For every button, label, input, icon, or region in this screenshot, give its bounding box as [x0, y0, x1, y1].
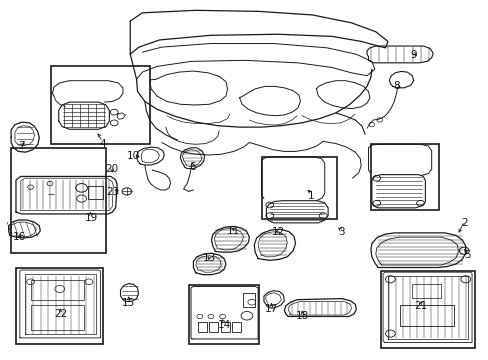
Text: 18: 18 — [296, 311, 309, 321]
Text: 13: 13 — [203, 253, 216, 263]
Text: 23: 23 — [106, 187, 120, 197]
Text: 6: 6 — [189, 162, 196, 172]
Bar — [51, 66, 149, 144]
Text: 17: 17 — [264, 303, 277, 314]
Bar — [221, 322, 229, 332]
Bar — [88, 186, 102, 199]
Bar — [370, 144, 438, 210]
Text: 12: 12 — [271, 227, 285, 237]
Bar — [30, 305, 84, 330]
Text: 8: 8 — [392, 81, 399, 91]
Text: 14: 14 — [217, 320, 230, 330]
Text: 16: 16 — [13, 232, 26, 242]
Text: 7: 7 — [19, 141, 25, 151]
Bar — [188, 285, 259, 344]
Bar — [380, 271, 474, 348]
Text: 2: 2 — [460, 218, 467, 228]
Bar — [198, 322, 206, 332]
Text: 21: 21 — [413, 301, 426, 311]
Text: 15: 15 — [122, 298, 135, 308]
Text: 10: 10 — [127, 151, 140, 161]
Bar — [30, 280, 84, 300]
Text: 1: 1 — [307, 191, 314, 201]
Bar — [261, 157, 336, 219]
Bar — [411, 284, 441, 298]
Bar — [11, 148, 106, 253]
Bar — [209, 322, 218, 332]
Text: 3: 3 — [338, 227, 345, 237]
Bar — [242, 293, 254, 307]
Text: 4: 4 — [99, 139, 105, 149]
Text: 19: 19 — [84, 212, 98, 222]
Text: 20: 20 — [105, 164, 119, 174]
Text: 9: 9 — [409, 50, 416, 60]
Text: 22: 22 — [54, 309, 67, 319]
Bar — [232, 322, 241, 332]
Text: 11: 11 — [227, 226, 240, 236]
Text: 5: 5 — [463, 250, 469, 260]
Bar — [399, 305, 453, 327]
Bar — [16, 267, 103, 344]
